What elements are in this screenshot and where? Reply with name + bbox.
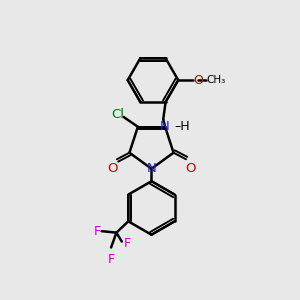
Text: N: N <box>147 162 156 175</box>
Text: O: O <box>107 162 118 175</box>
Text: N: N <box>160 120 170 133</box>
Text: O: O <box>185 162 195 175</box>
Text: F: F <box>107 253 115 266</box>
Text: F: F <box>94 225 101 238</box>
Text: CH₃: CH₃ <box>207 75 226 85</box>
Text: Cl: Cl <box>111 107 124 121</box>
Text: F: F <box>124 236 131 250</box>
Text: –H: –H <box>175 120 190 133</box>
Text: O: O <box>194 74 204 87</box>
